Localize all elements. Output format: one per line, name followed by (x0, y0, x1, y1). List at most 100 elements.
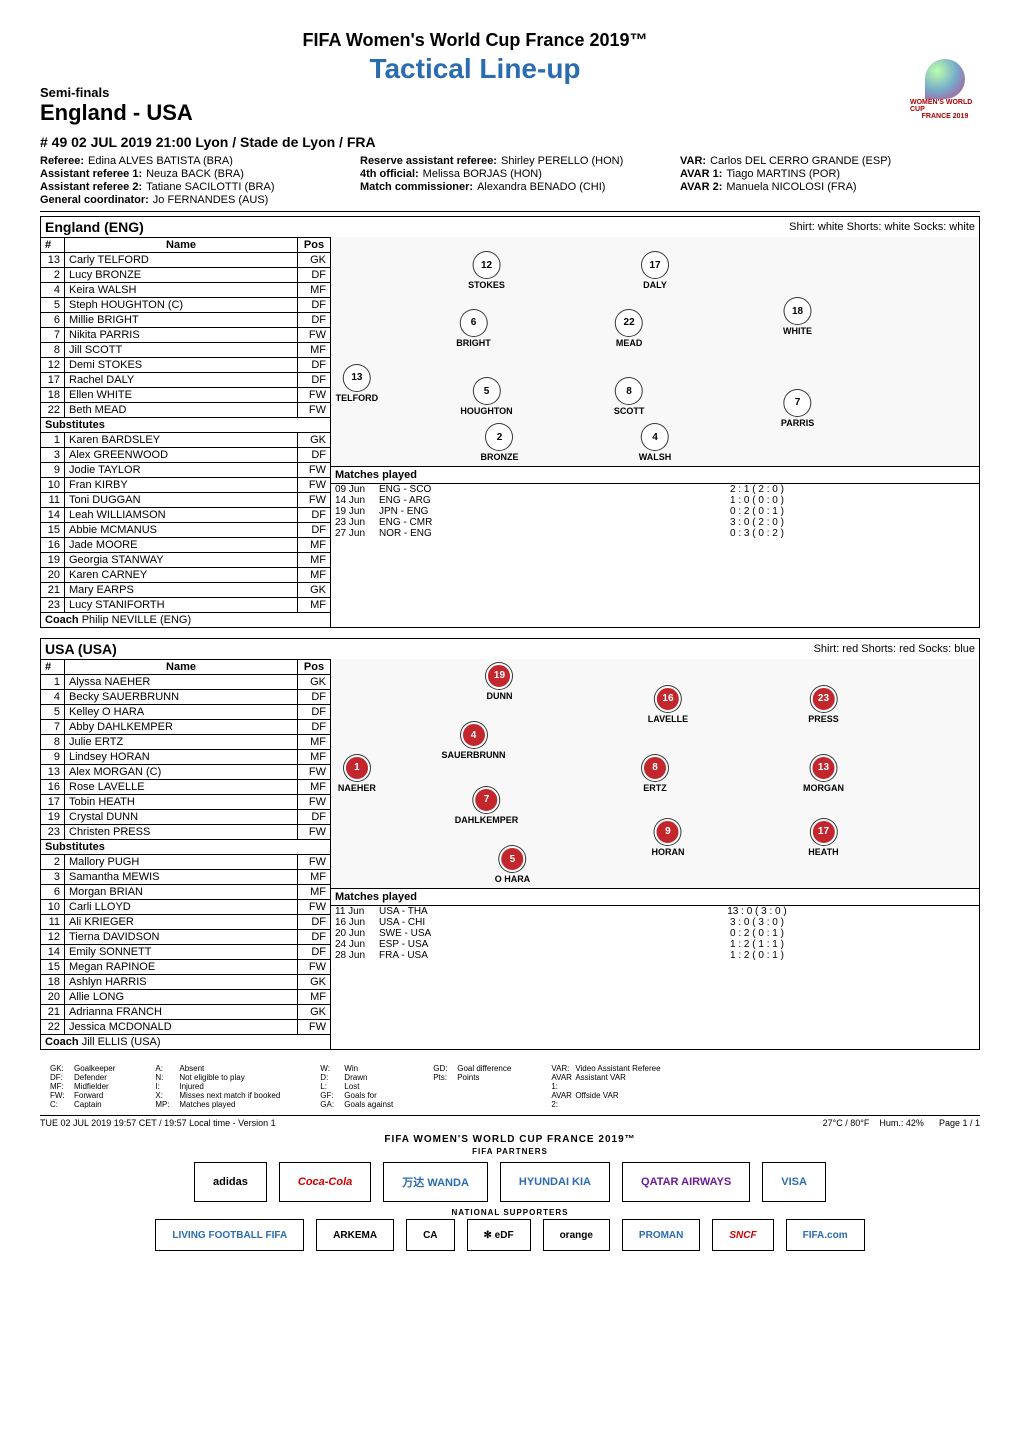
matches-header-usa: Matches played (331, 889, 979, 906)
legend-def: Defender (74, 1073, 107, 1082)
footer-timestamp: TUE 02 JUL 2019 19:57 CET / 19:57 Local … (40, 1118, 276, 1128)
player-pos: DF (298, 720, 330, 734)
shirt-icon: 13 (344, 365, 370, 391)
match-row: 19 JunJPN - ENG0 : 2 ( 0 : 1 ) (331, 506, 979, 517)
roster-row: 20Allie LONGMF (41, 990, 330, 1005)
supporter-logo: SNCF (712, 1219, 773, 1251)
player-name: Adrianna FRANCH (65, 1005, 298, 1019)
match-date: 14 Jun (335, 495, 379, 506)
pitch-player-label: TELFORD (336, 393, 379, 403)
player-number: 5 (41, 298, 65, 312)
legend-abbr: L: (320, 1082, 344, 1091)
legend-def: Goal difference (457, 1064, 511, 1073)
legend-abbr: I: (155, 1082, 179, 1091)
shirt-icon: 16 (655, 686, 681, 712)
formation-pitch-england: 13TELFORD12STOKES6BRIGHT5HOUGHTON2BRONZE… (331, 237, 979, 467)
shirt-icon: 17 (810, 819, 836, 845)
player-name: Jessica MCDONALD (65, 1020, 298, 1034)
partners-title: FIFA WOMEN'S WORLD CUP FRANCE 2019™ (40, 1134, 980, 1145)
player-pos: FW (298, 795, 330, 809)
legend-row: X:Misses next match if booked (155, 1091, 280, 1100)
subs-header-england: Substitutes (41, 418, 330, 433)
player-name: Fran KIRBY (65, 478, 298, 492)
official-value: Manuela NICOLOSI (FRA) (726, 181, 856, 193)
roster-row: 15Abbie MCMANUSDF (41, 523, 330, 538)
matches-list-usa: 11 JunUSA - THA13 : 0 ( 3 : 0 )16 JunUSA… (331, 906, 979, 961)
official-value: Alexandra BENADO (CHI) (477, 181, 605, 193)
footer-line: TUE 02 JUL 2019 19:57 CET / 19:57 Local … (40, 1115, 980, 1128)
shirt-icon: 5 (474, 378, 500, 404)
match-row: 20 JunSWE - USA0 : 2 ( 0 : 1 ) (331, 928, 979, 939)
pitch-player: 18WHITE (783, 298, 812, 336)
roster-row: 9Jodie TAYLORFW (41, 463, 330, 478)
pitch-player: 7DAHLKEMPER (455, 787, 519, 825)
match-date: 27 Jun (335, 528, 379, 539)
legend-abbr: W: (320, 1064, 344, 1073)
official-label: Assistant referee 2: (40, 181, 142, 193)
legend-def: Win (344, 1064, 358, 1073)
teams-heading: England - USA (40, 100, 910, 126)
player-number: 19 (41, 810, 65, 824)
team-box-england: England (ENG) Shirt: white Shorts: white… (40, 216, 980, 628)
pitch-player-label: DAHLKEMPER (455, 815, 519, 825)
roster-row: 14Leah WILLIAMSONDF (41, 508, 330, 523)
roster-row: 21Adrianna FRANCHGK (41, 1005, 330, 1020)
col-header-pos: Pos (298, 238, 330, 252)
col-header-pos: Pos (298, 660, 330, 674)
player-name: Toni DUGGAN (65, 493, 298, 507)
roster-row: 22Jessica MCDONALDFW (41, 1020, 330, 1035)
legend-row: GK:Goalkeeper (50, 1064, 115, 1073)
player-name: Mary EARPS (65, 583, 298, 597)
legend-abbr: X: (155, 1091, 179, 1100)
player-name: Alyssa NAEHER (65, 675, 298, 689)
player-name: Steph HOUGHTON (C) (65, 298, 298, 312)
pitch-player-label: LAVELLE (648, 714, 688, 724)
official-value: Jo FERNANDES (AUS) (153, 194, 269, 206)
match-teams: ENG - SCO (379, 484, 539, 495)
roster-row: 15Megan RAPINOEFW (41, 960, 330, 975)
legend-def: Assistant VAR (575, 1073, 626, 1091)
match-date: 24 Jun (335, 939, 379, 950)
col-header-name: Name (65, 238, 298, 252)
roster-usa: # Name Pos 1Alyssa NAEHERGK4Becky SAUERB… (41, 659, 331, 1049)
pitch-player: 19DUNN (486, 663, 512, 701)
roster-row: 23Lucy STANIFORTHMF (41, 598, 330, 613)
legend-col: GK:GoalkeeperDF:DefenderMF:MidfielderFW:… (50, 1064, 115, 1109)
supporter-logo: ARKEMA (316, 1219, 394, 1251)
coach-label: Coach (45, 1036, 79, 1048)
player-pos: DF (298, 810, 330, 824)
coach-row-england: Coach Philip NEVILLE (ENG) (41, 613, 330, 627)
official-label: Assistant referee 1: (40, 168, 142, 180)
player-number: 8 (41, 343, 65, 357)
player-pos: MF (298, 568, 330, 582)
header-block: FIFA Women's World Cup France 2019™ Tact… (40, 30, 980, 126)
player-pos: FW (298, 388, 330, 402)
player-pos: MF (298, 735, 330, 749)
player-number: 23 (41, 825, 65, 839)
player-number: 4 (41, 283, 65, 297)
partner-logo: HYUNDAI KIA (500, 1162, 610, 1202)
player-name: Nikita PARRIS (65, 328, 298, 342)
player-number: 13 (41, 765, 65, 779)
player-number: 16 (41, 538, 65, 552)
match-row: 14 JunENG - ARG1 : 0 ( 0 : 0 ) (331, 495, 979, 506)
roster-row: 19Georgia STANWAYMF (41, 553, 330, 568)
player-pos: FW (298, 1020, 330, 1034)
roster-row: 14Emily SONNETTDF (41, 945, 330, 960)
legend-def: Misses next match if booked (179, 1091, 280, 1100)
legend-def: Drawn (344, 1073, 367, 1082)
pitch-player: 17DALY (642, 252, 668, 290)
shirt-icon: 17 (642, 252, 668, 278)
supporter-logo: LIVING FOOTBALL FIFA (155, 1219, 304, 1251)
roster-row: 1Alyssa NAEHERGK (41, 675, 330, 690)
stage-label: Semi-finals (40, 85, 910, 100)
match-row: 23 JunENG - CMR3 : 0 ( 2 : 0 ) (331, 517, 979, 528)
player-pos: DF (298, 945, 330, 959)
match-date: 28 Jun (335, 950, 379, 961)
match-score: 2 : 1 ( 2 : 0 ) (539, 484, 975, 495)
shirt-icon: 8 (616, 378, 642, 404)
player-name: Jodie TAYLOR (65, 463, 298, 477)
official-value: Melissa BORJAS (HON) (423, 168, 542, 180)
match-teams: JPN - ENG (379, 506, 539, 517)
pitch-player: 12STOKES (468, 252, 505, 290)
